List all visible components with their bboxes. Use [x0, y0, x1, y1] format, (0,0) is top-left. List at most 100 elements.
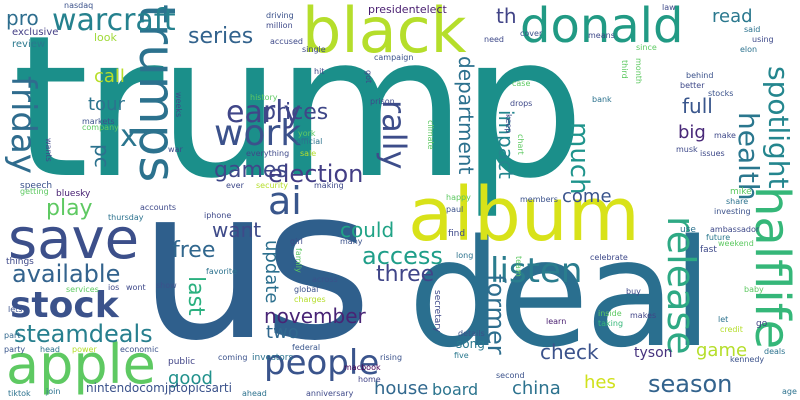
word-using: using	[752, 35, 774, 44]
word-part: part	[4, 331, 21, 340]
word-want: want	[212, 218, 262, 242]
word-driving: driving	[266, 11, 294, 20]
word-baby: baby	[744, 285, 764, 294]
word-halflife: halflife	[744, 186, 800, 350]
word-spotlight: spotlight	[762, 66, 795, 189]
word-bank: bank	[592, 95, 612, 104]
word-means: means	[588, 31, 615, 40]
word-update: update	[261, 240, 282, 304]
word-games: games	[214, 158, 288, 183]
word-need: need	[484, 35, 504, 44]
word-join: join	[46, 387, 61, 396]
word-much: much	[564, 122, 594, 195]
word-cover: cover	[520, 29, 543, 38]
word-pro: pro	[6, 6, 39, 30]
word-ever: ever	[226, 181, 244, 190]
word-share: share	[726, 197, 749, 206]
word-full: full	[682, 94, 713, 118]
word-hes: hes	[584, 372, 616, 393]
word-big: big	[678, 122, 706, 143]
word-release: release	[659, 216, 703, 355]
word-season: season	[648, 370, 733, 398]
word-apple: apple	[6, 333, 156, 396]
word-fast: fast	[700, 245, 717, 255]
word-things: things	[6, 257, 34, 267]
word-macbook: macbook	[344, 363, 381, 372]
word-series: series	[188, 24, 254, 49]
word-case: case	[512, 79, 531, 88]
word-prices: prices	[262, 100, 329, 125]
word-wants: wants	[44, 138, 53, 162]
word-making: making	[314, 181, 344, 190]
word-musk: musk	[676, 145, 698, 154]
word-two: two	[266, 322, 299, 343]
word-former: former	[482, 274, 510, 355]
word-since: since	[636, 43, 657, 52]
word-tour: tour	[88, 94, 125, 115]
word-department: department	[454, 56, 478, 175]
word-free: free	[172, 238, 216, 263]
word-listen: listen	[490, 251, 583, 291]
word-wont: wont	[126, 283, 146, 292]
word-tyson: tyson	[634, 345, 673, 361]
word-let: let	[718, 315, 729, 324]
word-chart: chart	[516, 134, 525, 155]
word-nintendocomjptopicsarti: nintendocomjptopicsarti	[86, 381, 232, 395]
word-weekend: weekend	[718, 239, 754, 248]
word-pc: pc	[90, 144, 114, 168]
word-official: official	[296, 137, 323, 146]
word-paul: paul	[446, 205, 464, 214]
word-make: make	[714, 131, 736, 140]
word-trump: trump	[12, 0, 585, 222]
word-stock: stock	[10, 285, 119, 326]
word-law: law	[662, 3, 676, 12]
word-health: health	[732, 112, 765, 201]
word-taking: taking	[598, 319, 624, 328]
word-three: three	[376, 262, 435, 287]
word-inside: inside	[598, 309, 622, 318]
word-game: game	[696, 340, 748, 361]
word-steamdeals: steamdeals	[14, 320, 153, 348]
word-keep: keep	[504, 114, 513, 134]
word-us: us	[138, 142, 372, 387]
word-lets: lets	[8, 305, 23, 314]
word-play: play	[46, 196, 93, 221]
word-markets: markets	[82, 117, 115, 126]
word-rising: rising	[380, 353, 403, 362]
word-federal: federal	[292, 343, 321, 352]
word-across: across	[312, 275, 338, 284]
word-check: check	[540, 340, 599, 364]
word-impact: impact	[494, 110, 518, 179]
word-people: people	[264, 343, 380, 383]
word-rally: rally	[375, 100, 413, 170]
word-accused: accused	[270, 37, 303, 46]
word-global: global	[294, 285, 319, 294]
word-head: head	[40, 345, 60, 354]
word-services: services	[66, 285, 99, 294]
word-thursday: thursday	[108, 213, 144, 222]
word-friday: friday	[3, 76, 43, 174]
word-favorite: favorite	[206, 267, 237, 276]
word-show: show	[156, 281, 177, 290]
word-investing: investing	[714, 207, 751, 216]
word-donald: donald	[520, 0, 684, 54]
word-stocks: stocks	[708, 89, 734, 98]
word-album: album	[408, 172, 640, 258]
word-got: got	[364, 70, 373, 84]
word-election: election	[268, 160, 364, 188]
word-prison: prison	[370, 97, 395, 106]
word-bluesky: bluesky	[56, 189, 91, 199]
word-economic: economic	[120, 345, 159, 354]
word-secretary: secretary	[432, 290, 442, 333]
word-second: second	[496, 371, 525, 380]
word-coming: coming	[218, 353, 248, 362]
word-month: month	[634, 58, 643, 84]
word-getting: getting	[20, 187, 49, 196]
word-behind: behind	[686, 71, 714, 80]
word-team: team	[514, 256, 523, 277]
word-investors: investors	[252, 353, 294, 363]
word-hit: hit	[314, 67, 325, 76]
word-last: last	[183, 276, 208, 316]
word-age: age	[782, 387, 797, 396]
word-deal: deal	[408, 208, 713, 380]
